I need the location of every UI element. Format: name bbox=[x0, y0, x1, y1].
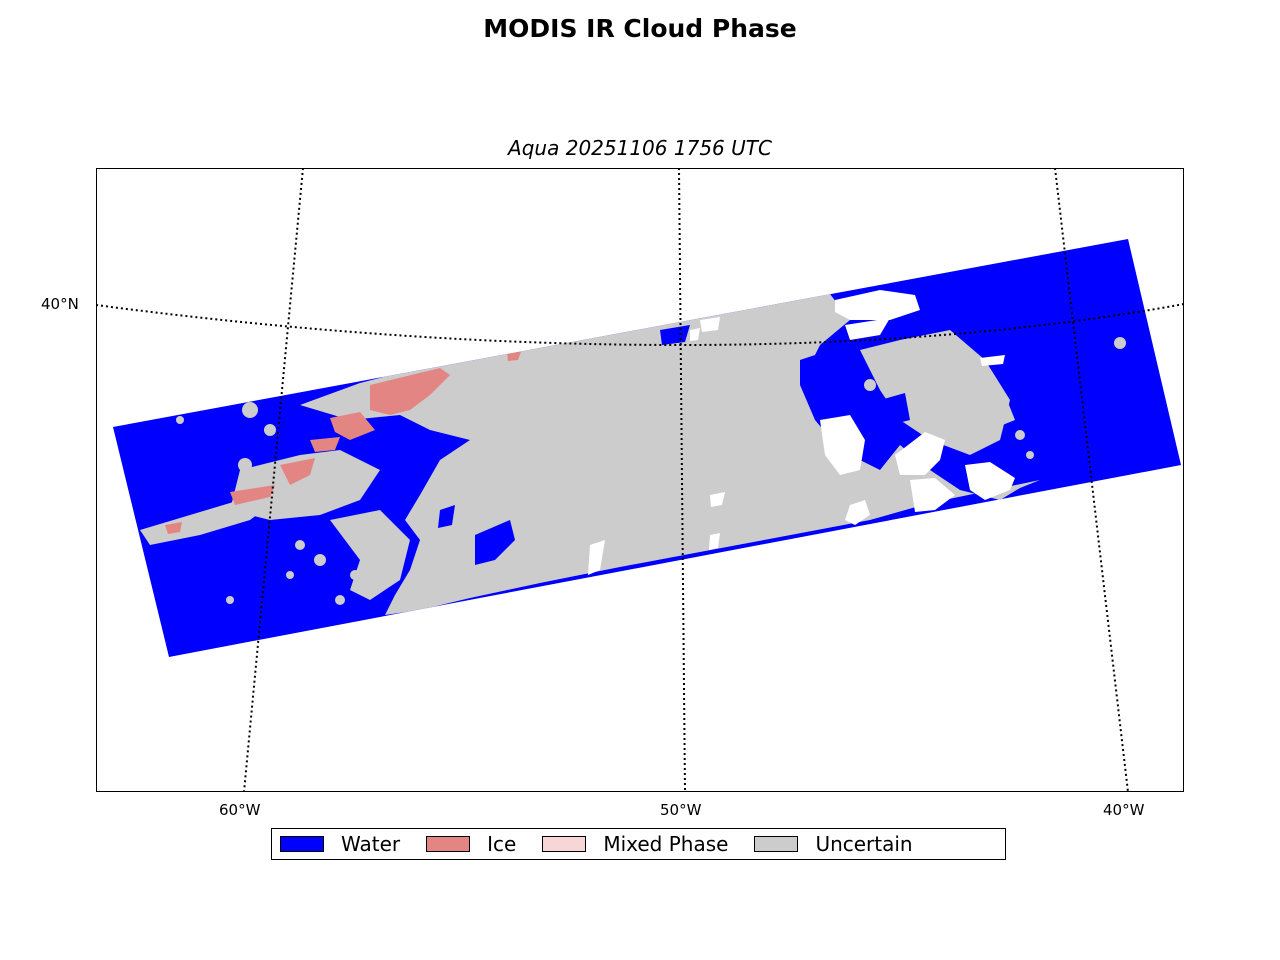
chart-title: MODIS IR Cloud Phase bbox=[483, 14, 797, 43]
satellite-swath bbox=[113, 239, 1181, 657]
legend-swatch-mixed-phase bbox=[542, 836, 587, 852]
lon-label-60w: 60°W bbox=[219, 801, 261, 819]
legend-swatch-water bbox=[280, 836, 324, 852]
legend-item-uncertain: Uncertain bbox=[754, 832, 913, 856]
legend-label-uncertain: Uncertain bbox=[815, 832, 913, 856]
legend-label-ice: Ice bbox=[487, 832, 517, 856]
legend-swatch-uncertain bbox=[754, 836, 799, 852]
meridian-50w bbox=[678, 168, 686, 792]
map-panel bbox=[96, 168, 1184, 792]
lon-label-40w: 40°W bbox=[1103, 801, 1145, 819]
graticule bbox=[96, 168, 1184, 792]
legend-item-mixed-phase: Mixed Phase bbox=[542, 832, 728, 856]
clear-region bbox=[588, 290, 1015, 575]
lon-label-50w: 50°W bbox=[660, 801, 702, 819]
legend-item-ice: Ice bbox=[426, 832, 516, 856]
legend-label-water: Water bbox=[341, 832, 401, 856]
legend-swatch-ice bbox=[426, 836, 471, 852]
parallel-40n bbox=[96, 303, 1184, 347]
legend-item-water: Water bbox=[280, 832, 400, 856]
lat-label-40n: 40°N bbox=[41, 295, 79, 313]
chart-subtitle: Aqua 20251106 1756 UTC bbox=[508, 136, 772, 160]
legend: Water Ice Mixed Phase Uncertain bbox=[271, 828, 1006, 860]
legend-label-mixed-phase: Mixed Phase bbox=[603, 832, 729, 856]
